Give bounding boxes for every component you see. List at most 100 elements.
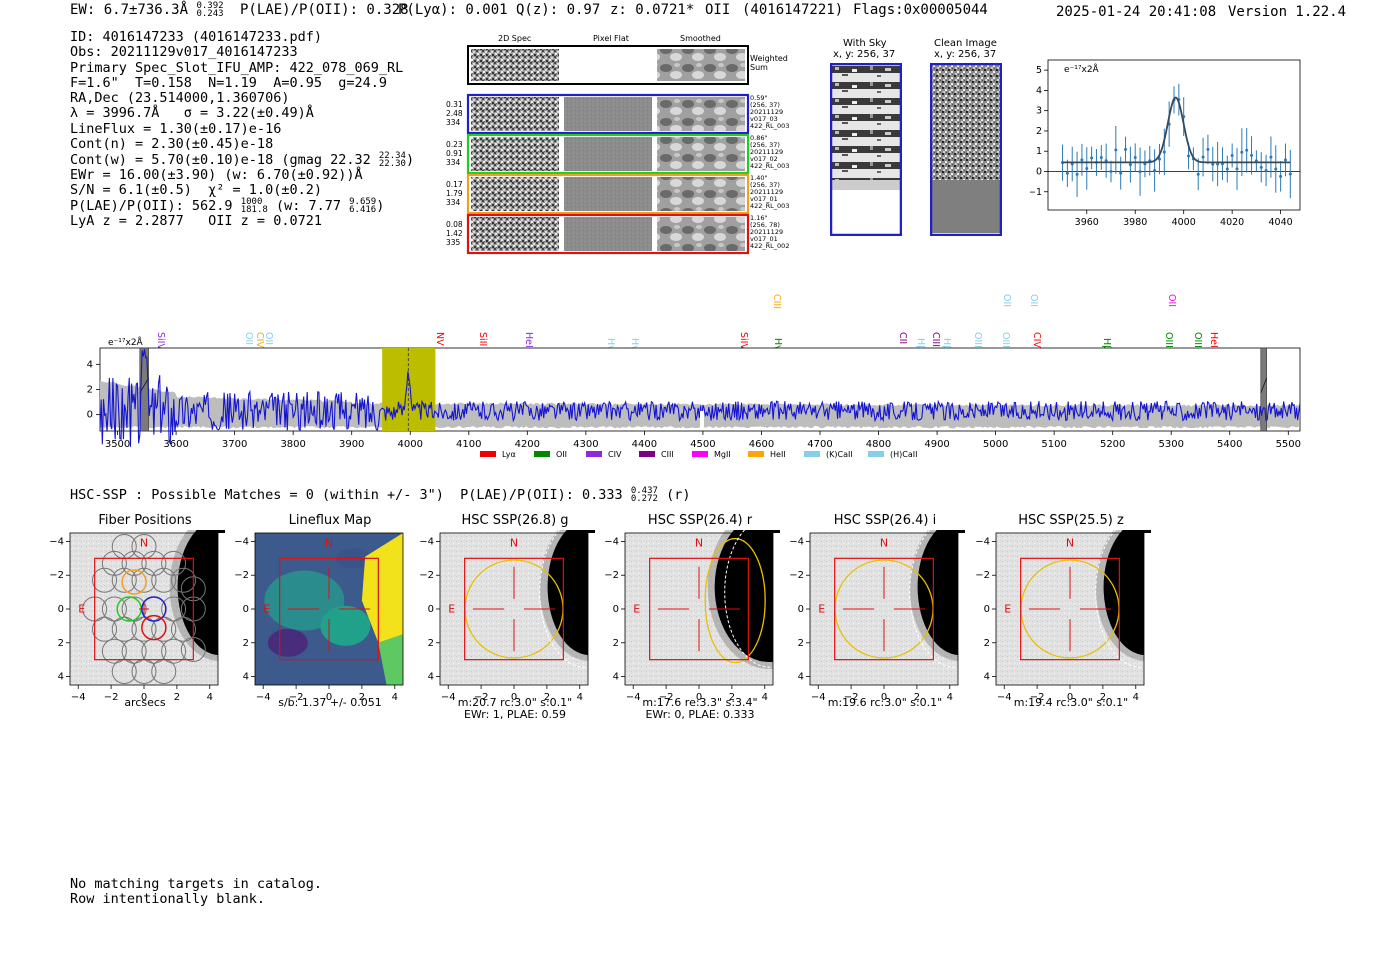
cutout-row-frame — [466, 173, 750, 215]
panel-xtick: −2 — [1030, 692, 1045, 703]
zoom-data-point — [1075, 172, 1079, 176]
panel-xtick: 4 — [577, 692, 583, 703]
compass-north: N — [880, 537, 888, 550]
zoom-data-point — [1085, 166, 1089, 170]
image-panel: N E −4 4 −2 2 0 0 2 −2 4 −4 — [790, 530, 965, 703]
panel-xtick: 4 — [392, 692, 398, 703]
panel-ytick: 0 — [798, 604, 804, 615]
panel-caption-line2: EWr: 0, PLAE: 0.333 — [645, 708, 755, 721]
panel-ytick: 4 — [58, 672, 64, 683]
compass-east: E — [818, 602, 825, 615]
spectrum-xtick: 4000 — [398, 439, 423, 450]
zoom-xtick: 4040 — [1269, 217, 1293, 228]
header-qz: Q(z): 0.97 — [516, 2, 601, 18]
panel-xtick: −2 — [659, 692, 674, 703]
cutout-row-right-labels: 1.40" (256, 37) 20211129 v017_01 422_RL_003 — [750, 175, 789, 210]
header-line: OII — [705, 2, 731, 18]
compass-east: E — [633, 602, 640, 615]
panel-caption: arcsecs — [65, 697, 225, 709]
zoom-data-point — [1124, 147, 1128, 151]
zoom-data-point — [1216, 162, 1220, 166]
col-smoothed: Smoothed — [680, 34, 721, 43]
fiber-circle — [92, 616, 118, 642]
cutout-right-value: 20211129 — [750, 108, 784, 116]
panel-xtick: 2 — [1100, 692, 1106, 703]
zoom-ytick: 0 — [1036, 166, 1042, 177]
fiber-circle — [161, 596, 187, 622]
spectrum-xtick: 5400 — [1217, 439, 1242, 450]
zoom-data-point — [1065, 171, 1069, 175]
zoom-data-point — [1080, 158, 1084, 162]
spectrum-xtick: 4100 — [456, 439, 481, 450]
panel-ytick: 0 — [243, 604, 249, 615]
spectrum-xtick: 4200 — [515, 439, 540, 450]
panel-ytick: 2 — [58, 638, 64, 649]
zoom-data-point — [1235, 167, 1239, 171]
panel-ytick: −4 — [235, 536, 249, 547]
panel-ytick: 0 — [984, 604, 990, 615]
panel-ytick: 4 — [798, 672, 804, 683]
panel-caption: m:20.7 rc:3.0" s:0.1" EWr: 1, PLAE: 0.59 — [435, 697, 595, 721]
panel-ytick: −4 — [976, 536, 990, 547]
header-timestamp: 2025-01-24 20:41:08 — [1056, 4, 1217, 20]
zoom-data-point — [1157, 157, 1161, 161]
spectrum-xtick: 4300 — [573, 439, 598, 450]
panel-caption-line2: EWr: 1, PLAE: 0.59 — [463, 708, 567, 721]
spectrum-xtick: 4600 — [749, 439, 774, 450]
panel-xtick: −4 — [811, 692, 826, 703]
zoom-data-point — [1196, 172, 1200, 176]
header-flags: Flags:0x00005044 — [853, 2, 988, 18]
cutout-left-value: 1.79 — [446, 189, 463, 198]
aperture-box — [834, 557, 934, 661]
cutout-left-value: 334 — [446, 158, 461, 167]
zoom-data-point — [1119, 171, 1123, 175]
spectrum-xtick: 4700 — [807, 439, 832, 450]
cutout-grid — [466, 45, 750, 255]
col-pixel-flat: Pixel Flat — [593, 34, 629, 43]
header-ew: EW: 6.7±736.3Å 0.392 0.243 — [70, 1, 224, 19]
cutout-right-value: (256, 37) — [750, 101, 780, 109]
cutout-left-value: 334 — [446, 118, 461, 127]
image-panel: N E −4 4 −2 2 0 0 2 −2 4 −4 — [605, 530, 780, 703]
panel-caption-line1: s/b: 1.37 +/- 0.051 — [278, 696, 382, 709]
panel-title: HSC SSP(25.5) z — [1018, 513, 1124, 528]
cutout-row-frame — [466, 93, 750, 135]
panel-ytick: 2 — [243, 638, 249, 649]
detection-info: ID: 4016147233 (4016147233.pdf) Obs: 202… — [70, 29, 414, 229]
fiber-circle — [141, 550, 167, 576]
spectrum-ytick: 0 — [87, 410, 93, 421]
spectrum-xtick: 4900 — [924, 439, 949, 450]
aperture-box — [94, 557, 194, 661]
footer-line1: No matching targets in catalog. — [70, 876, 322, 892]
zoom-ytick: 1 — [1036, 146, 1042, 157]
panel-xtick: 2 — [914, 692, 920, 703]
panel-ytick: 4 — [984, 672, 990, 683]
full-spectrum-chart: e⁻¹⁷x2Å 3500 3600 3700 3800 3900 4000 4100 4200… — [87, 336, 1301, 459]
legend-swatch — [639, 451, 655, 457]
spectrum-xtick: 3900 — [339, 439, 364, 450]
panel-caption-line1: m:19.6 rc:3.0" s:0.1" — [827, 696, 943, 709]
panel-caption: s/b: 1.37 +/- 0.051 — [250, 697, 410, 709]
cutout-right-value: 20211129 — [750, 148, 784, 156]
legend-label: OII — [556, 450, 567, 459]
cutout-right-value: 20211129 — [750, 188, 784, 196]
panel-ytick: 0 — [428, 604, 434, 615]
fiber-circle — [101, 550, 127, 576]
panel-ytick: 2 — [428, 638, 434, 649]
compass-north: N — [510, 537, 518, 550]
header-plya: P(Lyα): 0.001 — [398, 2, 508, 18]
aperture-box — [1020, 557, 1120, 661]
info-lambda: λ = 3996.7Å σ = 3.22(±0.49)Å — [70, 105, 314, 122]
info-obs: Obs: 20211129v017_4016147233 — [70, 44, 298, 61]
panel-ytick: −2 — [976, 570, 990, 581]
panel-xtick: −4 — [997, 692, 1012, 703]
zoom-data-point — [1279, 174, 1283, 178]
panel-title: HSC SSP(26.8) g — [461, 513, 569, 528]
panel-ytick: 2 — [984, 638, 990, 649]
cutout-left-value: 0.08 — [446, 220, 463, 229]
panel-caption-line1: m:19.4 rc:3.0" s:0.1" — [1013, 696, 1129, 709]
cutout-left-value: 334 — [446, 198, 461, 207]
spectrum-xtick: 3500 — [105, 439, 130, 450]
panel-ytick: −2 — [420, 570, 434, 581]
cutout-row-left-labels: 0.08 1.42 335 — [446, 220, 463, 247]
